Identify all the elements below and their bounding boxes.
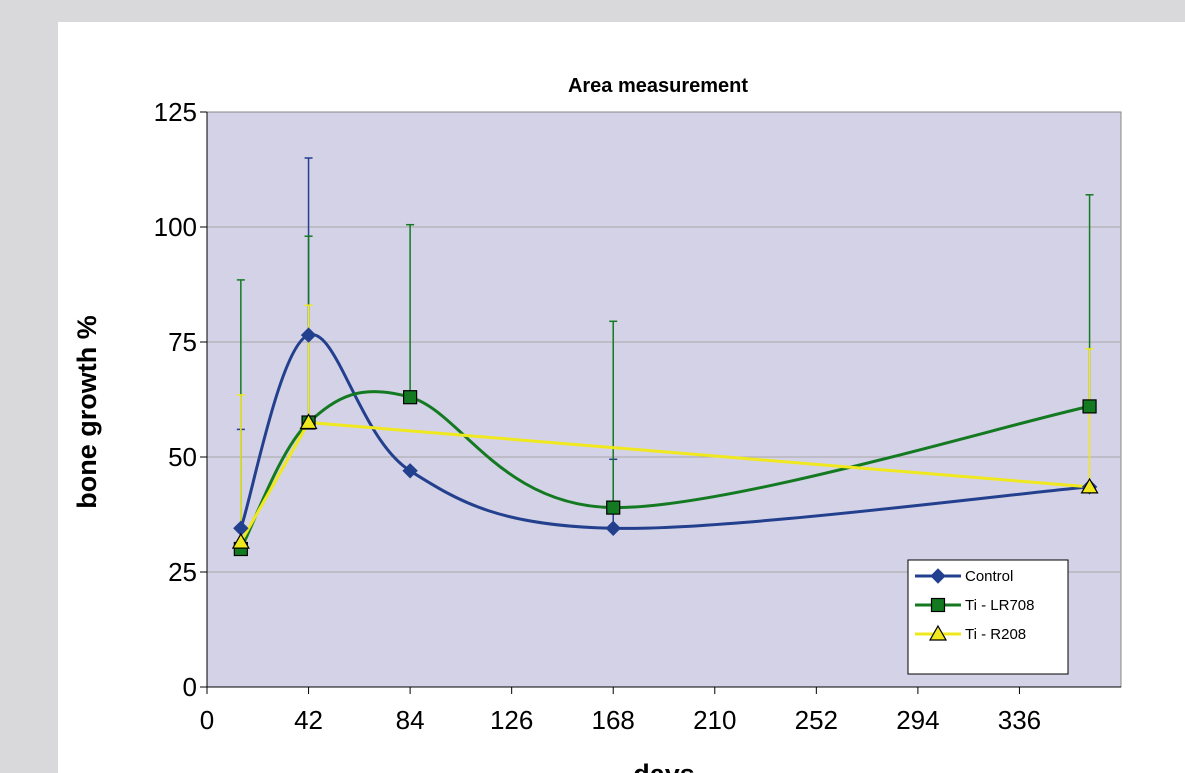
legend-item: Ti - R208	[915, 624, 1026, 643]
chart-title: Area measurement	[568, 75, 748, 97]
x-tick-label: 336	[998, 705, 1041, 735]
x-tick-label: 42	[294, 705, 323, 735]
x-tick-label: 294	[896, 705, 939, 735]
legend-marker	[930, 597, 946, 613]
x-tick-label: 210	[693, 705, 736, 735]
data-point	[605, 520, 621, 537]
y-tick-label: 50	[168, 442, 197, 472]
y-tick-label: 25	[168, 557, 197, 587]
series-line	[239, 390, 1090, 550]
series-line	[239, 333, 1090, 530]
y-axis-title: bone growth %	[72, 315, 102, 508]
data-point	[402, 463, 418, 479]
legend-label: Control	[965, 568, 1013, 585]
error-bar	[609, 320, 618, 508]
legend-item: Control	[915, 568, 1013, 585]
line-chart: 0 25 50 75 100 125 0 42 84 126 168 210 252 294 336 Are…	[72, 75, 1122, 773]
x-tick-label: 84	[396, 705, 425, 735]
y-tick-label: 0	[183, 672, 197, 702]
legend: Control Ti - LR708 Ti - R208	[907, 559, 1069, 675]
legend-label: Ti - LR708	[965, 597, 1034, 614]
data-point	[299, 413, 318, 430]
chart-frame: 0 25 50 75 100 125 0 42 84 126 168 210 252 294 336 Are…	[58, 22, 1185, 773]
series-markers	[231, 327, 1099, 557]
legend-item: Ti - LR708	[915, 597, 1034, 614]
legend-marker	[928, 624, 948, 641]
error-bar	[236, 394, 245, 543]
tick-labels: 0 25 50 75 100 125 0 42 84 126 168 210 252 294 336	[154, 97, 1042, 735]
error-bars	[236, 157, 1094, 549]
axes	[206, 112, 1121, 688]
x-tick-label: 168	[592, 705, 635, 735]
y-tick-label: 100	[154, 212, 197, 242]
data-point	[403, 390, 418, 405]
data-point	[231, 532, 250, 549]
error-bar	[304, 304, 313, 423]
x-axis-title: days	[633, 759, 695, 773]
x-tick-label: 0	[200, 705, 214, 735]
error-bar	[406, 223, 415, 398]
data-point	[606, 500, 621, 515]
legend-marker	[930, 568, 946, 584]
data-point	[1082, 399, 1097, 414]
x-tick-label: 126	[490, 705, 533, 735]
data-point	[1080, 477, 1099, 494]
y-tick-label: 75	[168, 327, 197, 357]
x-tick-label: 252	[795, 705, 838, 735]
error-bar	[1085, 348, 1094, 487]
legend-label: Ti - R208	[965, 626, 1026, 643]
data-point	[300, 327, 317, 343]
y-tick-label: 125	[154, 97, 197, 127]
